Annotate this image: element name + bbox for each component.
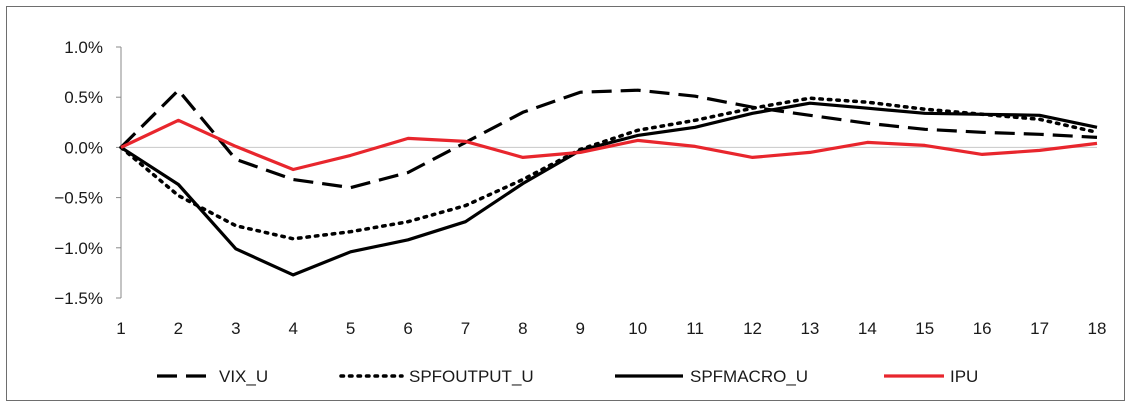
series-line-spfoutput-u (119, 96, 1099, 241)
x-tick-label: 4 (289, 319, 298, 338)
x-tick-label: 11 (686, 319, 704, 338)
legend-label: IPU (950, 367, 978, 386)
legend-item: SPFMACRO_U (615, 367, 808, 386)
x-tick-label: 16 (973, 319, 992, 338)
series-line-ipu (120, 118, 1098, 172)
legend-item: SPFOUTPUT_U (339, 367, 534, 386)
x-tick-label: 12 (743, 319, 762, 338)
chart-frame (6, 6, 1125, 401)
legend-label: VIX_U (219, 367, 268, 386)
series-lines (119, 88, 1099, 277)
y-tick-label: −1.0% (54, 239, 103, 258)
x-tick-label: 6 (403, 319, 412, 338)
x-tick-label: 3 (231, 319, 240, 338)
x-tick-label: 9 (576, 319, 585, 338)
y-tick-label: −1.5% (54, 289, 103, 308)
x-tick-label: 17 (1030, 319, 1049, 338)
x-tick-label: 10 (628, 319, 647, 338)
x-tick-label: 8 (518, 319, 527, 338)
series-line-spfmacro-u (120, 101, 1098, 277)
x-tick-label: 5 (346, 319, 355, 338)
x-tick-label: 15 (915, 319, 934, 338)
x-tick-label: 13 (800, 319, 819, 338)
legend-item: VIX_U (157, 367, 268, 386)
x-tick-label: 18 (1088, 319, 1107, 338)
y-tick-label: 0.5% (64, 88, 103, 107)
x-axis-ticks: 1 2 3 4 5 6 7 8 9 10 11 12 13 14 15 16 17 18 (116, 319, 1106, 338)
x-tick-label: 2 (174, 319, 183, 338)
legend-label: SPFMACRO_U (690, 367, 808, 386)
x-tick-label: 7 (461, 319, 470, 338)
x-tick-label: 1 (116, 319, 125, 338)
y-tick-label: 1.0% (64, 38, 103, 57)
legend-label: SPFOUTPUT_U (409, 367, 534, 386)
x-tick-label: 14 (858, 319, 877, 338)
y-tick-label: −0.5% (54, 189, 103, 208)
y-tick-label: 0.0% (64, 138, 103, 157)
legend: VIX_U SPFOUTPUT_U SPFMACRO_U IPU (157, 367, 978, 386)
series-line-vix-u (119, 88, 1098, 190)
legend-item: IPU (884, 367, 978, 386)
y-axis-ticks: 1.0% 0.5% 0.0% −0.5% −1.0% −1.5% (54, 38, 121, 308)
